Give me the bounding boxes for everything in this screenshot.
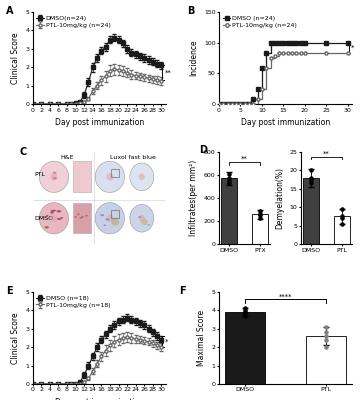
Bar: [73, 161, 91, 192]
Ellipse shape: [106, 214, 114, 222]
Point: [257, 211, 263, 217]
Point: [226, 175, 232, 182]
Ellipse shape: [130, 163, 154, 191]
Point: [257, 208, 263, 214]
Point: [323, 344, 329, 350]
Text: Luxol fast blue: Luxol fast blue: [110, 155, 155, 160]
Point: [308, 167, 314, 174]
Ellipse shape: [85, 215, 88, 216]
Legend: DMSO (n=18), PTL-10mg/kg (n=18): DMSO (n=18), PTL-10mg/kg (n=18): [36, 295, 111, 308]
Point: [226, 176, 232, 183]
Legend: DMSO(n=24), PTL-10mg/kg (n=24): DMSO(n=24), PTL-10mg/kg (n=24): [36, 15, 111, 28]
Point: [226, 171, 232, 177]
X-axis label: Day post immunization: Day post immunization: [54, 398, 144, 400]
Ellipse shape: [46, 215, 49, 216]
Ellipse shape: [50, 212, 54, 214]
Ellipse shape: [54, 210, 56, 211]
Ellipse shape: [138, 216, 142, 218]
Point: [226, 180, 232, 186]
Ellipse shape: [57, 210, 61, 212]
Point: [242, 309, 248, 315]
Point: [242, 310, 248, 316]
Point: [323, 324, 329, 330]
Bar: [303, 178, 319, 244]
Ellipse shape: [50, 210, 55, 212]
Point: [339, 213, 345, 220]
Ellipse shape: [95, 161, 125, 192]
Bar: [225, 312, 265, 384]
Text: *: *: [351, 45, 355, 51]
Ellipse shape: [53, 177, 57, 179]
Text: DMSO: DMSO: [34, 216, 53, 221]
Bar: [306, 336, 346, 384]
Y-axis label: Maximal Score: Maximal Score: [197, 310, 206, 366]
Ellipse shape: [81, 216, 84, 218]
Text: B: B: [187, 6, 195, 16]
Ellipse shape: [141, 219, 148, 225]
Bar: [73, 203, 91, 233]
Ellipse shape: [57, 218, 61, 220]
Text: H&E: H&E: [61, 155, 74, 160]
Text: **: **: [323, 151, 330, 157]
Point: [242, 305, 248, 312]
Y-axis label: Infiltrates(per mm²): Infiltrates(per mm²): [189, 160, 198, 236]
Ellipse shape: [53, 172, 57, 174]
Ellipse shape: [50, 214, 58, 222]
Text: **: **: [241, 156, 248, 162]
Point: [339, 206, 345, 212]
Text: A: A: [6, 6, 13, 16]
Text: **: **: [164, 70, 171, 76]
Point: [339, 220, 345, 227]
X-axis label: Day post immunization: Day post immunization: [241, 118, 330, 127]
Point: [242, 307, 248, 314]
Bar: [111, 210, 119, 218]
Ellipse shape: [100, 214, 104, 216]
Y-axis label: Clinical Score: Clinical Score: [11, 312, 20, 364]
Ellipse shape: [39, 203, 69, 234]
Ellipse shape: [147, 224, 150, 226]
Point: [242, 313, 248, 319]
Text: C: C: [19, 147, 26, 157]
Bar: [334, 216, 350, 244]
Ellipse shape: [50, 173, 58, 181]
Point: [308, 174, 314, 181]
Bar: [252, 214, 268, 244]
Ellipse shape: [105, 218, 109, 220]
Ellipse shape: [106, 173, 114, 181]
Ellipse shape: [95, 203, 125, 234]
Ellipse shape: [77, 214, 79, 215]
Legend: DMSO (n=24), PTL-10mg/kg (n=24): DMSO (n=24), PTL-10mg/kg (n=24): [222, 15, 298, 28]
Y-axis label: Clinical Score: Clinical Score: [11, 32, 20, 84]
Point: [257, 212, 263, 218]
X-axis label: Day post immunization: Day post immunization: [54, 118, 144, 127]
Point: [323, 333, 329, 339]
Text: *: *: [164, 339, 168, 345]
Ellipse shape: [60, 217, 64, 219]
Point: [308, 180, 314, 186]
Text: ****: ****: [279, 293, 292, 299]
Y-axis label: Incidence: Incidence: [189, 40, 198, 76]
Ellipse shape: [111, 218, 119, 226]
Ellipse shape: [39, 161, 69, 192]
Bar: [111, 169, 119, 177]
Point: [339, 215, 345, 222]
Ellipse shape: [130, 204, 154, 232]
Ellipse shape: [74, 216, 77, 218]
Bar: [221, 178, 237, 244]
Y-axis label: Demyelation(%): Demyelation(%): [275, 167, 284, 229]
Point: [323, 337, 329, 343]
Text: PTL: PTL: [34, 172, 45, 178]
Point: [308, 176, 314, 183]
Point: [257, 214, 263, 221]
Ellipse shape: [139, 173, 145, 180]
Ellipse shape: [139, 215, 145, 222]
Text: F: F: [179, 286, 186, 296]
Text: D: D: [200, 144, 208, 154]
Ellipse shape: [103, 224, 106, 226]
Ellipse shape: [45, 226, 49, 228]
Text: E: E: [6, 286, 13, 296]
Ellipse shape: [79, 217, 82, 218]
Point: [323, 329, 329, 336]
